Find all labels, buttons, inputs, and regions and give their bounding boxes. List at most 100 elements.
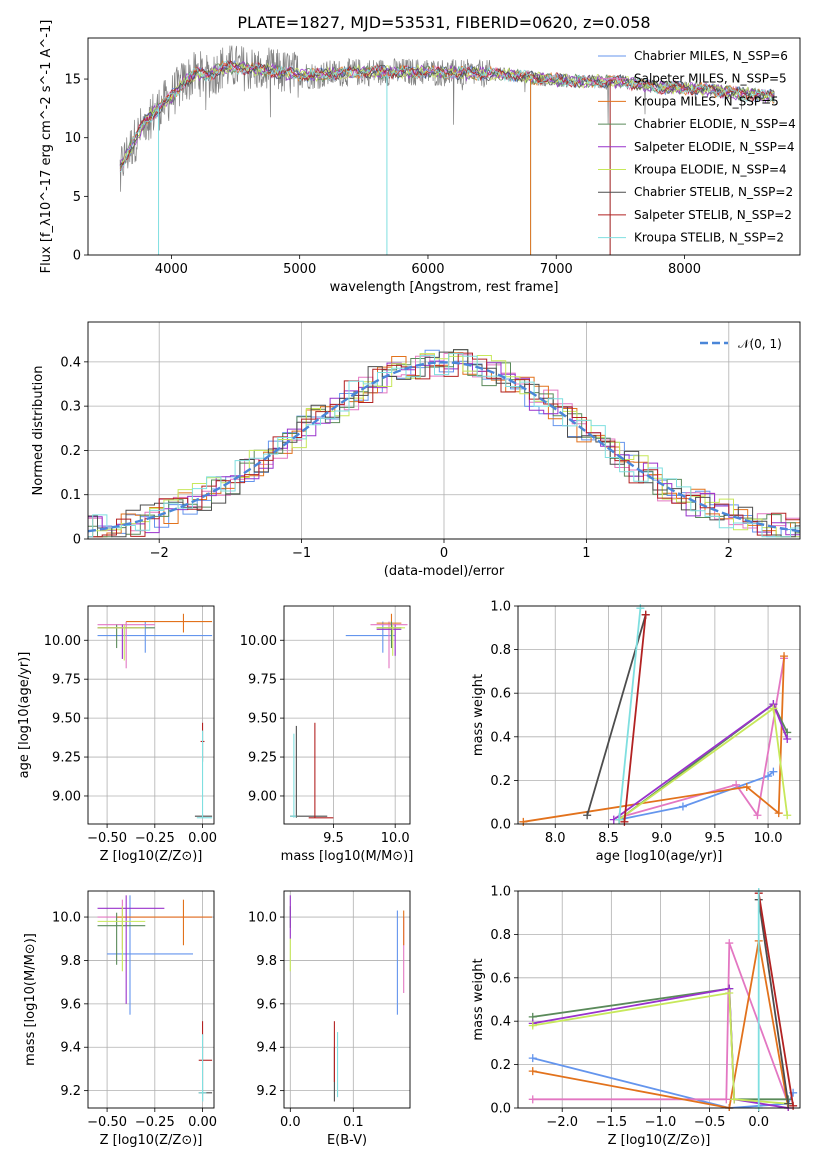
x-tick-label: 1 xyxy=(582,546,590,561)
age_vs_mass-frame xyxy=(283,605,411,825)
x-tick-label: −0.25 xyxy=(135,831,175,846)
mass_vs_ebv-errorbars xyxy=(289,895,405,1102)
age_vs_Z-errorbars xyxy=(97,613,213,819)
residual-histogram xyxy=(88,353,800,538)
x-tick-label: 10.0 xyxy=(754,831,783,846)
y-tick-label: 9.8 xyxy=(256,954,277,969)
x-axis-label: E(B-V) xyxy=(327,1133,367,1148)
weight-series-line xyxy=(757,899,790,1104)
legend-label: Salpeter STELIB, N_SSP=2 xyxy=(634,208,792,222)
legend-label: Kroupa MILES, N_SSP=5 xyxy=(634,94,779,108)
y-tick-label: 0.4 xyxy=(490,730,511,745)
weight-point xyxy=(528,1095,537,1104)
weight-point xyxy=(528,1067,537,1076)
x-tick-label: 7000 xyxy=(540,262,573,277)
y-tick-label: 0.0 xyxy=(490,818,511,833)
spectrum-legend: Chabrier MILES, N_SSP=6 Salpeter MILES, N… xyxy=(598,49,796,245)
weight-series-line xyxy=(618,608,642,820)
y-axis-label: Flux [f_λ10^-17 erg cm^-2 s^-1 A^-1] xyxy=(39,20,54,274)
residuals-frame xyxy=(87,321,801,540)
x-tick-label: 8000 xyxy=(668,262,701,277)
y-tick-label: 9.75 xyxy=(248,673,277,688)
y-tick-label: 0.3 xyxy=(60,400,81,415)
weight-point xyxy=(789,1101,798,1110)
weight_vs_age-frame xyxy=(517,605,801,825)
x-tick-label: 0 xyxy=(440,546,448,561)
x-tick-label: 9.5 xyxy=(323,831,344,846)
x-tick-label: 0.00 xyxy=(188,1115,217,1130)
x-tick-label: −1 xyxy=(292,546,311,561)
weight-point xyxy=(769,704,778,713)
x-tick-label: 5000 xyxy=(283,262,316,277)
y-tick-label: 10 xyxy=(64,131,81,146)
y-tick-label: 0.4 xyxy=(60,355,81,370)
y-tick-label: 0 xyxy=(73,249,81,264)
y-tick-label: 0.2 xyxy=(490,1058,511,1073)
x-tick-label: 8.0 xyxy=(545,831,566,846)
y-tick-label: 0.2 xyxy=(60,444,81,459)
x-tick-label: −0.5 xyxy=(694,1115,726,1130)
weight_vs_Z-frame xyxy=(517,890,801,1109)
y-tick-label: 9.25 xyxy=(248,751,277,766)
x-tick-label: −2.0 xyxy=(546,1115,578,1130)
weight_vs_Z-series xyxy=(528,888,798,1111)
y-tick-label: 9.4 xyxy=(256,1041,277,1056)
y-tick-label: 9.00 xyxy=(52,789,81,804)
x-axis-label: mass [log10(M/M⊙)] xyxy=(281,849,414,864)
weight-point xyxy=(742,782,751,791)
y-tick-label: 9.6 xyxy=(60,997,81,1012)
y-tick-label: 9.50 xyxy=(248,712,277,727)
weight-point xyxy=(780,652,789,661)
x-tick-label: 0.0 xyxy=(748,1115,769,1130)
y-tick-label: 0.4 xyxy=(490,1015,511,1030)
weight-point xyxy=(519,817,528,826)
weight-point xyxy=(615,815,624,824)
x-tick-label: 2 xyxy=(725,546,733,561)
x-tick-label: −0.50 xyxy=(87,831,127,846)
x-axis-label: (data-model)/error xyxy=(384,564,505,579)
y-tick-label: 9.6 xyxy=(256,997,277,1012)
y-tick-label: 9.2 xyxy=(256,1084,277,1099)
mass_vs_ebv-axes: 0.0 0.1 9.2 9.4 9.6 9.8 10.0 E(B-V) xyxy=(248,891,410,1148)
y-tick-label: 10.00 xyxy=(240,634,277,649)
y-tick-label: 0.2 xyxy=(490,774,511,789)
y-tick-label: 9.25 xyxy=(52,751,81,766)
x-tick-label: −1.0 xyxy=(645,1115,677,1130)
mass_vs_Z-frame xyxy=(87,890,215,1109)
weight-point xyxy=(678,802,687,811)
x-tick-label: 6000 xyxy=(411,262,444,277)
y-tick-label: 9.4 xyxy=(60,1041,81,1056)
x-axis-label: Z [log10(Z/Z⊙)] xyxy=(100,1133,203,1148)
x-axis-label: age [log10(age/yr)] xyxy=(596,849,723,864)
y-tick-label: 0.6 xyxy=(490,687,511,702)
legend-label: 𝒩(0, 1) xyxy=(738,337,782,351)
weight-series-line xyxy=(618,771,774,821)
x-axis-label: Z [log10(Z/Z⊙)] xyxy=(100,849,203,864)
legend-label: Kroupa ELODIE, N_SSP=4 xyxy=(634,163,787,177)
mass_vs_Z-axes: −0.50 −0.25 0.00 9.2 9.4 9.6 9.8 10.0 Z [log10(Z… xyxy=(23,891,217,1148)
y-axis-label: age [log10(age/yr)] xyxy=(17,652,32,779)
weight-point xyxy=(730,1095,739,1104)
mass_vs_ebv-frame xyxy=(283,890,411,1109)
legend-label: Kroupa STELIB, N_SSP=2 xyxy=(634,231,784,245)
weight-series-line xyxy=(757,893,794,1106)
y-tick-label: 1.0 xyxy=(490,600,511,615)
y-tick-label: 9.50 xyxy=(52,712,81,727)
spectrum-frame xyxy=(87,37,801,256)
y-tick-label: 9.8 xyxy=(60,954,81,969)
y-tick-label: 0.8 xyxy=(490,928,511,943)
x-axis-label: Z [log10(Z/Z⊙)] xyxy=(608,1133,711,1148)
weight-point xyxy=(583,811,592,820)
weight_vs_age-series xyxy=(519,604,792,826)
x-tick-label: 4000 xyxy=(155,262,188,277)
weight-series-line xyxy=(618,658,785,819)
y-axis-label: mass weight xyxy=(471,674,486,756)
mass_vs_Z-errorbars xyxy=(97,895,213,1102)
weight-point xyxy=(620,817,629,826)
x-tick-label: 0.00 xyxy=(188,831,217,846)
weight_vs_Z-axes: −2.0 −1.5 −1.0 −0.5 0.0 0.0 0.2 0.4 0.6 0.8 1.0 Z [… xyxy=(471,885,800,1148)
age_vs_mass-errorbars xyxy=(290,613,408,819)
chart-title: PLATE=1827, MJD=53531, FIBERID=0620, z=0… xyxy=(237,13,650,32)
weight-point xyxy=(722,1095,731,1104)
y-axis-label: mass weight xyxy=(471,958,486,1040)
